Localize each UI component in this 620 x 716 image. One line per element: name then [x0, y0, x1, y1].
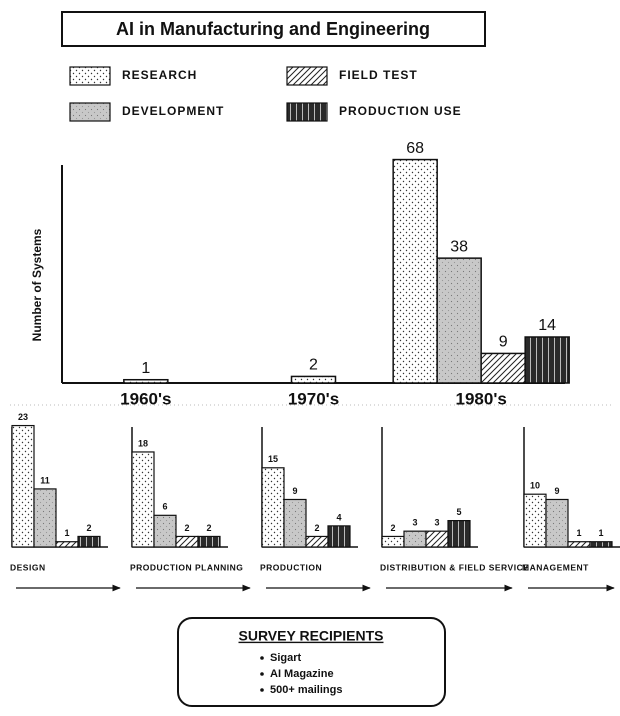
survey-item: AI Magazine [270, 668, 334, 680]
data-label: 2 [206, 523, 211, 533]
bar [305, 535, 329, 548]
bar [77, 535, 101, 548]
survey-title: SURVEY RECIPIENTS [239, 628, 384, 644]
bar [33, 488, 57, 548]
data-label: 14 [538, 317, 556, 334]
data-label: 5 [456, 507, 461, 517]
y-axis-label: Number of Systems [30, 228, 44, 341]
bar [523, 493, 547, 548]
chart-title: AI in Manufacturing and Engineering [116, 19, 430, 39]
bar [261, 467, 285, 548]
legend-swatch [286, 66, 328, 86]
data-label: 1 [576, 528, 581, 538]
bar [55, 541, 79, 548]
data-label: 3 [434, 518, 439, 528]
bar [480, 352, 526, 384]
x-tick-label: MANAGEMENT [522, 562, 589, 572]
data-label: 2 [390, 523, 395, 533]
legend-swatch [69, 102, 111, 122]
bar [403, 530, 427, 548]
data-label: 2 [86, 523, 91, 533]
data-label: 68 [406, 140, 424, 157]
bar [524, 336, 570, 384]
data-label: 18 [138, 438, 148, 448]
x-tick-label: PRODUCTION [260, 562, 322, 572]
bullet [260, 688, 264, 692]
data-label: 1 [64, 528, 69, 538]
survey-item: 500+ mailings [270, 684, 342, 696]
bullet [260, 672, 264, 676]
bar [436, 257, 482, 384]
bullet [260, 656, 264, 660]
legend-label: RESEARCH [122, 68, 197, 82]
x-tick-label: PRODUCTION PLANNING [130, 562, 243, 572]
bar [589, 541, 613, 548]
data-label: 9 [499, 334, 508, 351]
x-tick-label: DESIGN [10, 562, 46, 572]
bar [392, 158, 438, 384]
bar [131, 451, 155, 548]
x-tick-label: 1960's [120, 389, 171, 408]
data-label: 1 [141, 360, 150, 377]
bar [175, 535, 199, 548]
bar [425, 530, 449, 548]
data-label: 1 [598, 528, 603, 538]
data-label: 15 [268, 454, 278, 464]
bar [197, 535, 221, 548]
bar [290, 375, 337, 384]
bar [153, 514, 177, 548]
data-label: 11 [40, 475, 50, 485]
data-label: 2 [309, 357, 318, 374]
legend-label: FIELD TEST [339, 68, 418, 82]
data-label: 4 [336, 512, 341, 522]
bar [123, 378, 169, 384]
data-label: 9 [554, 486, 559, 496]
bar [11, 424, 35, 548]
x-tick-label: DISTRIBUTION & FIELD SERVICE [380, 562, 529, 572]
legend-label: DEVELOPMENT [122, 104, 224, 118]
x-tick-label: 1970's [288, 389, 339, 408]
bar [567, 541, 591, 548]
title-box [61, 11, 486, 47]
data-label: 9 [292, 486, 297, 496]
bar [327, 525, 351, 548]
data-label: 2 [314, 523, 319, 533]
x-tick-label: 1980's [456, 389, 507, 408]
survey-box [177, 617, 446, 707]
data-label: 38 [450, 238, 468, 255]
data-label: 23 [18, 412, 28, 422]
data-label: 2 [184, 523, 189, 533]
bar [545, 498, 569, 548]
data-label: 10 [530, 481, 540, 491]
legend-swatch [286, 102, 328, 122]
legend-swatch [69, 66, 111, 86]
legend-label: PRODUCTION USE [339, 104, 462, 118]
bar [283, 498, 307, 548]
data-label: 3 [412, 518, 417, 528]
bar [447, 519, 471, 548]
survey-item: Sigart [270, 652, 302, 664]
bar [381, 535, 405, 548]
data-label: 6 [162, 502, 167, 512]
